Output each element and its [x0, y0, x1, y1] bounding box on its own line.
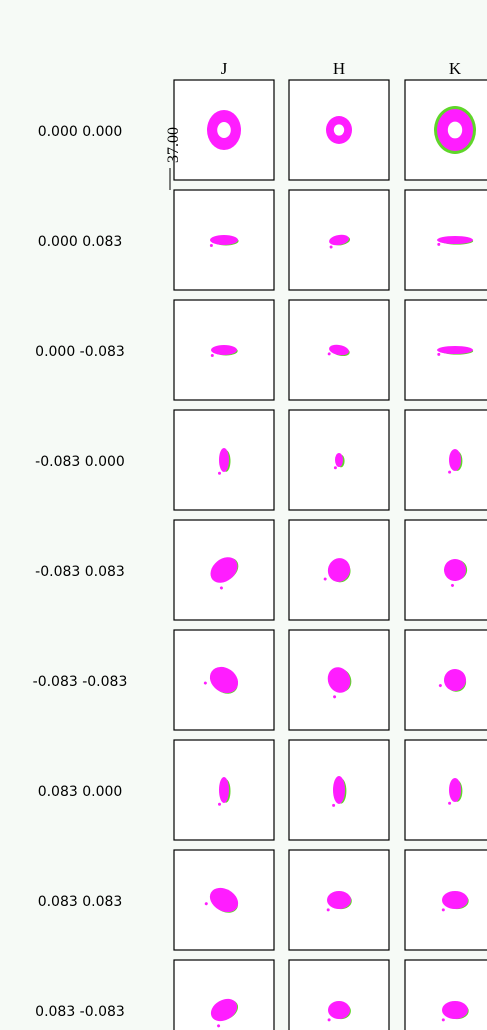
spot-pink — [449, 449, 461, 471]
spot-pink — [328, 1001, 350, 1019]
spot-dot — [327, 352, 331, 356]
spot-pink — [442, 891, 468, 909]
spot-pink — [327, 667, 351, 693]
row-label: 0.000 0.000 — [38, 124, 123, 140]
row-label: 0.083 -0.083 — [35, 1004, 125, 1020]
scale-label: 37.00 — [165, 127, 182, 163]
spot-dot — [210, 354, 214, 357]
spot — [448, 778, 463, 805]
spot — [441, 891, 469, 912]
spot-pink — [444, 669, 466, 691]
spot-pink — [219, 448, 229, 472]
spot — [437, 236, 474, 246]
spot-box — [288, 959, 390, 1030]
spot-pink — [209, 887, 239, 913]
spot — [323, 558, 351, 583]
spot — [327, 667, 352, 699]
spot-pink — [210, 557, 238, 583]
spot — [329, 234, 351, 249]
row-label: 0.000 -0.083 — [35, 344, 125, 360]
spot-dot — [209, 244, 213, 247]
spot — [204, 887, 239, 913]
spot — [333, 453, 345, 470]
row-label: 0.083 0.000 — [38, 784, 123, 800]
spot — [203, 666, 239, 694]
column-header: J — [221, 59, 228, 78]
spot — [210, 998, 239, 1028]
column-header: K — [449, 59, 462, 78]
spot-dot — [332, 803, 336, 807]
spot-pink — [211, 345, 237, 355]
row-label: -0.083 0.083 — [35, 564, 125, 580]
spot-pink — [209, 666, 239, 694]
spot-dot — [219, 586, 223, 590]
spot-dot — [448, 801, 452, 805]
spot-dot — [218, 802, 221, 806]
spot-dot — [326, 908, 330, 912]
spot-pink — [329, 234, 349, 246]
row-label: 0.000 0.083 — [38, 234, 123, 250]
spot-box — [404, 959, 487, 1030]
spot-pink — [437, 346, 473, 354]
spot — [326, 891, 352, 912]
spot-pink — [449, 778, 461, 802]
spot-dot — [437, 242, 441, 246]
spot-pink — [442, 1001, 468, 1019]
spot-box — [288, 79, 390, 181]
spot-dot — [437, 352, 441, 356]
spot-pink — [335, 453, 343, 467]
spot-pink — [437, 236, 473, 244]
spot-hole — [447, 121, 463, 139]
spot-dot — [218, 471, 221, 475]
spot — [327, 1001, 351, 1022]
spot-box — [404, 409, 487, 511]
spot-pink — [329, 344, 349, 356]
spot-hole — [217, 122, 231, 138]
spot — [210, 345, 238, 357]
spot-dot — [333, 466, 337, 470]
spot-dot — [450, 583, 454, 587]
spot-pink — [210, 998, 238, 1022]
spot — [441, 1001, 469, 1022]
spot-dot — [217, 1024, 221, 1028]
spot-pink — [327, 891, 351, 909]
spot-dot — [448, 470, 452, 474]
spot-pink — [219, 777, 229, 803]
row-label: -0.083 -0.083 — [33, 674, 128, 690]
spot-pink — [333, 776, 345, 804]
spot — [444, 559, 468, 587]
spot-dot — [327, 1018, 331, 1022]
spot-pink — [444, 559, 466, 581]
spot-dot — [203, 681, 207, 685]
spot — [209, 235, 239, 247]
spot-dot — [438, 684, 442, 688]
spot — [218, 448, 231, 475]
spot — [448, 449, 463, 474]
spot-dot — [204, 902, 208, 906]
spot — [438, 669, 467, 692]
spot-pink — [210, 235, 238, 245]
spot — [327, 344, 350, 357]
spot-hole — [333, 124, 345, 136]
spot-dot — [441, 1018, 445, 1022]
row-label: 0.083 0.083 — [38, 894, 123, 910]
spot-dot — [323, 577, 327, 581]
spot-dot — [333, 695, 337, 699]
spot — [437, 346, 474, 356]
spot-dot — [329, 245, 333, 249]
spot — [218, 777, 231, 806]
column-header: H — [333, 59, 345, 78]
spot-pink — [327, 558, 351, 582]
spot-dot — [441, 908, 445, 912]
spot-box — [404, 739, 487, 841]
row-label: -0.083 0.000 — [35, 454, 125, 470]
spot — [210, 557, 239, 590]
spot — [332, 776, 347, 807]
